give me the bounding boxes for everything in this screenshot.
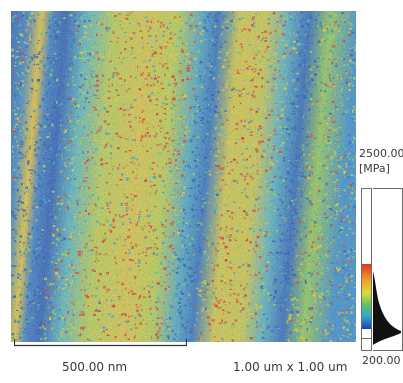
colorbar-min-label: 200.00 [362, 354, 401, 367]
value-histogram [373, 271, 401, 345]
colorbar-gradient [362, 264, 371, 329]
scan-size-label: 1.00 um x 1.00 um [233, 360, 348, 374]
colorbar-unit-label: [MPa] [359, 162, 390, 175]
scale-bar-label: 500.00 nm [62, 360, 128, 374]
modulus-map-image [11, 11, 356, 342]
colorbar-max-label: 2500.00 [359, 147, 403, 160]
scale-bar [14, 339, 187, 347]
colorbar-min-box [361, 338, 372, 351]
